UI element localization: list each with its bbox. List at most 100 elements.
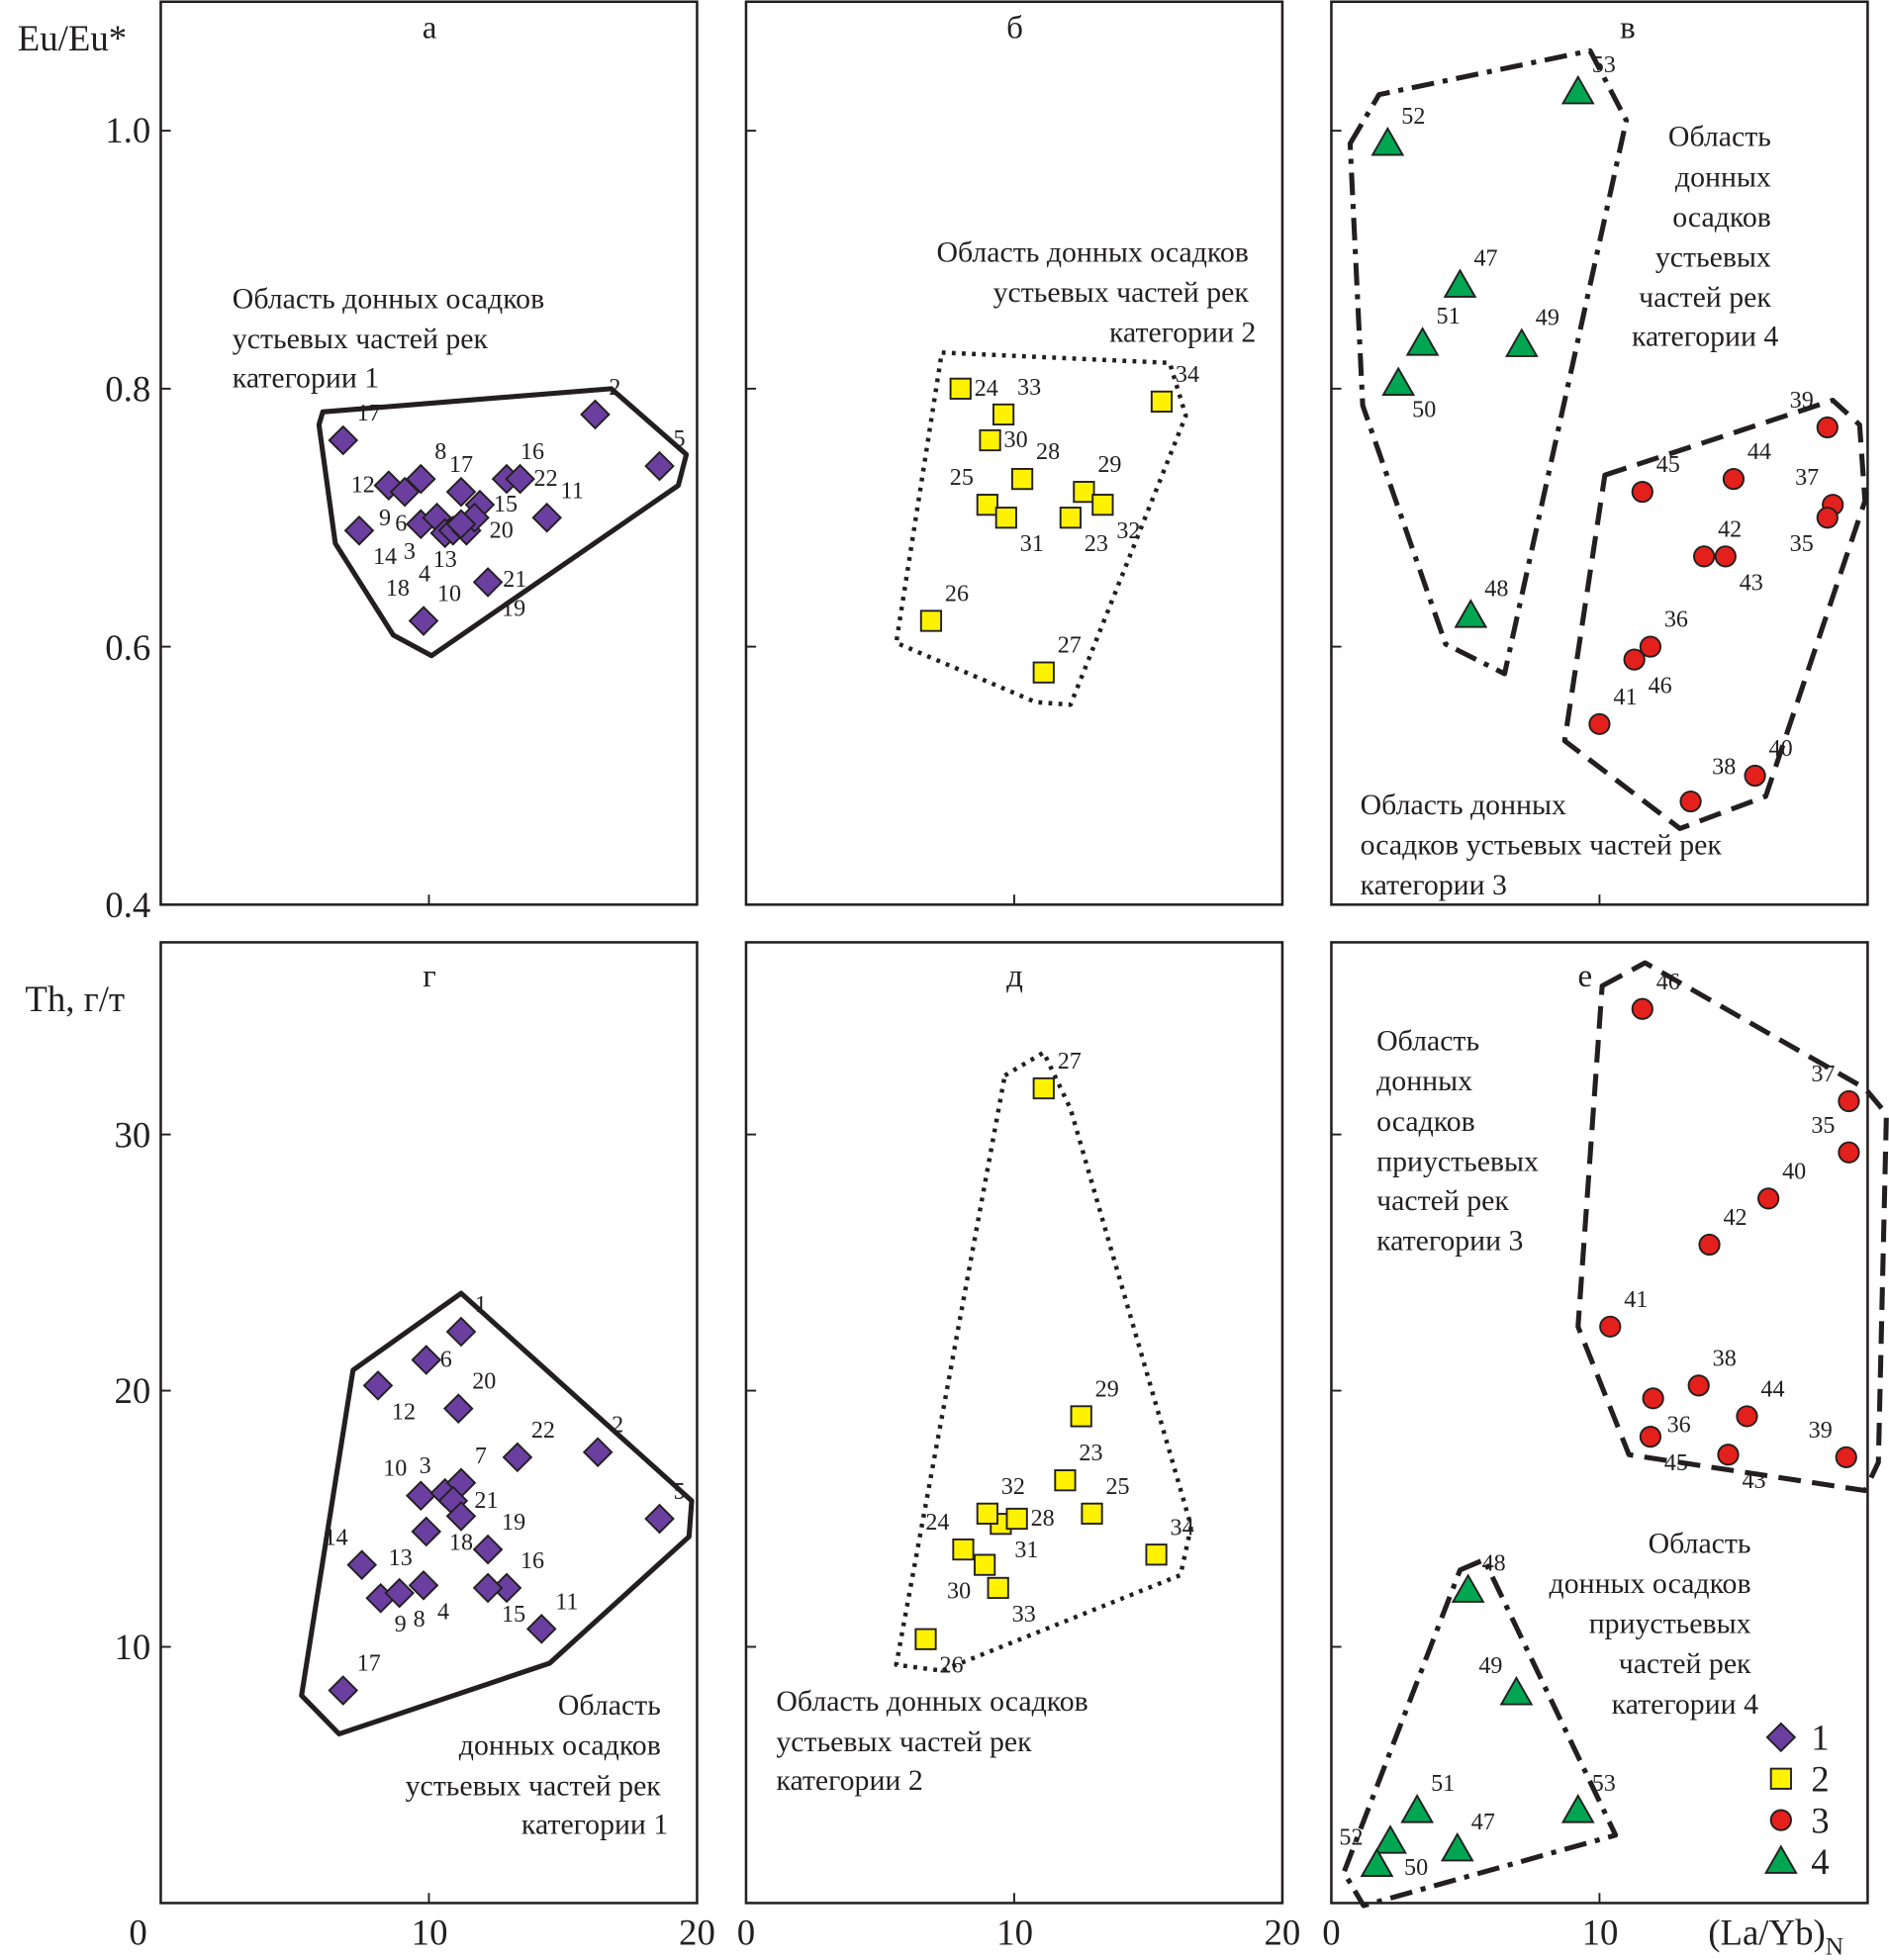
point-label: 8 (414, 1607, 425, 1633)
annotation-line: Область (1649, 1527, 1751, 1559)
point-label: 18 (449, 1530, 473, 1555)
legend-label: 1 (1811, 1718, 1829, 1758)
y-axis-label-top: Eu/Eu* (18, 18, 127, 58)
annotation-line: осадков устьевых частей рек (1361, 829, 1723, 862)
point-label: 10 (383, 1456, 407, 1482)
circle-marker (1714, 545, 1737, 568)
data-point: 27 (1032, 633, 1082, 684)
point-label: 30 (947, 1579, 971, 1605)
annotation-line: донных (1675, 160, 1771, 193)
legend-label: 3 (1811, 1800, 1829, 1840)
point-label: 29 (1097, 452, 1121, 478)
panel-b-frame (744, 0, 1284, 906)
annotation-panel-g: Область донных осадков устьевых частей р… (406, 1689, 669, 1841)
data-point: 19 (472, 567, 525, 621)
point-label: 20 (490, 517, 514, 543)
annotation-line: приустьевых (1589, 1608, 1751, 1640)
point-label: 37 (1811, 1062, 1835, 1087)
annotation-line: категории 2 (776, 1764, 922, 1797)
annotation-panel-b: Область донных осадков устьевых частей р… (936, 235, 1256, 348)
point-label: 13 (389, 1545, 413, 1571)
circle-marker (1717, 1444, 1740, 1466)
data-point: 37 (1811, 1062, 1860, 1113)
circle-marker (1693, 545, 1716, 568)
legend-item: 1 (1765, 1718, 1830, 1758)
point-label: 15 (494, 492, 518, 517)
point-label: 24 (925, 1510, 949, 1536)
point-label: 16 (520, 439, 544, 465)
point-label: 19 (502, 596, 525, 621)
annotation-line: частей рек (1376, 1184, 1509, 1217)
triangle-marker (1405, 327, 1440, 356)
data-point: 35 (1790, 507, 1839, 557)
circle-legend-icon (1769, 1809, 1792, 1831)
triangle-marker (1381, 366, 1416, 397)
data-point: 25 (950, 465, 998, 516)
data-point: 27 (1032, 1049, 1082, 1100)
diamond-marker (502, 1442, 533, 1473)
data-point: 33 (992, 375, 1041, 426)
triangle-marker (1373, 1824, 1407, 1854)
annotation-panel-v-top: Область донных осадков устьевых частей р… (1632, 121, 1778, 353)
annotation-line: устьевых частей рек (233, 323, 489, 355)
annotation-panel-e-bottom: Область донных осадков приустьевых часте… (1550, 1527, 1759, 1720)
data-point: 43 (1717, 1444, 1766, 1494)
annotation-line: Область донных осадков (936, 235, 1248, 268)
data-point: 28 (1005, 1506, 1055, 1532)
point-label: 8 (434, 439, 446, 465)
point-label: 51 (1437, 304, 1461, 329)
data-point: 47 (1443, 246, 1498, 298)
circle-marker (1623, 648, 1646, 671)
y-tick-label: 0.8 (105, 368, 150, 409)
point-label: 11 (561, 478, 584, 504)
annotation-line: устьевых частей рек (406, 1769, 662, 1802)
square-marker (994, 507, 1017, 529)
square-marker (1081, 1502, 1103, 1525)
region-category-1 (299, 1290, 695, 1737)
point-label: 2 (609, 375, 620, 401)
diamond-marker (505, 463, 535, 495)
point-label: 40 (1782, 1159, 1806, 1184)
circle-marker (1838, 1141, 1860, 1164)
point-label: 35 (1790, 531, 1814, 557)
point-label: 44 (1760, 1376, 1784, 1402)
point-label: 39 (1790, 388, 1814, 414)
point-label: 25 (950, 465, 974, 491)
data-point: 31 (994, 507, 1044, 557)
point-label: 4 (419, 562, 430, 588)
data-point: 18 (386, 509, 477, 602)
diamond-marker (408, 1570, 439, 1601)
point-label: 38 (1712, 754, 1736, 780)
point-label: 43 (1742, 1468, 1765, 1494)
point-label: 31 (1014, 1538, 1038, 1563)
data-point: 36 (1642, 1387, 1691, 1438)
annotation-line: приустьевых (1376, 1145, 1539, 1177)
square-marker (919, 609, 943, 632)
annotation-line: устьевых частей рек (993, 276, 1250, 309)
data-point: 45 (1631, 452, 1680, 504)
circle-marker (1679, 790, 1702, 813)
y-tick-label: 0.6 (105, 627, 150, 668)
data-point: 43 (1714, 545, 1763, 596)
panel-letter-d: д (1006, 959, 1023, 994)
diamond-marker (644, 1503, 675, 1535)
diamond-marker (406, 1480, 436, 1512)
x-tick-label: 0 (129, 1912, 146, 1952)
diamond-marker (406, 463, 436, 495)
data-point: 38 (1679, 754, 1736, 813)
legend-item: 4 (1763, 1841, 1830, 1882)
point-label: 43 (1740, 570, 1763, 596)
point-label: 20 (472, 1369, 496, 1395)
diamond-marker (445, 1316, 477, 1348)
point-label: 1 (475, 1292, 487, 1318)
square-marker (1054, 1469, 1077, 1492)
point-label: 46 (1649, 674, 1672, 700)
point-label: 17 (449, 452, 473, 478)
data-point: 28 (1010, 439, 1060, 491)
circle-marker (1687, 1374, 1710, 1397)
square-marker (1073, 481, 1095, 504)
point-label: 26 (945, 582, 969, 607)
point-label: 9 (395, 1612, 407, 1637)
point-label: 48 (1482, 1551, 1506, 1577)
triangle-marker (1499, 1675, 1534, 1706)
